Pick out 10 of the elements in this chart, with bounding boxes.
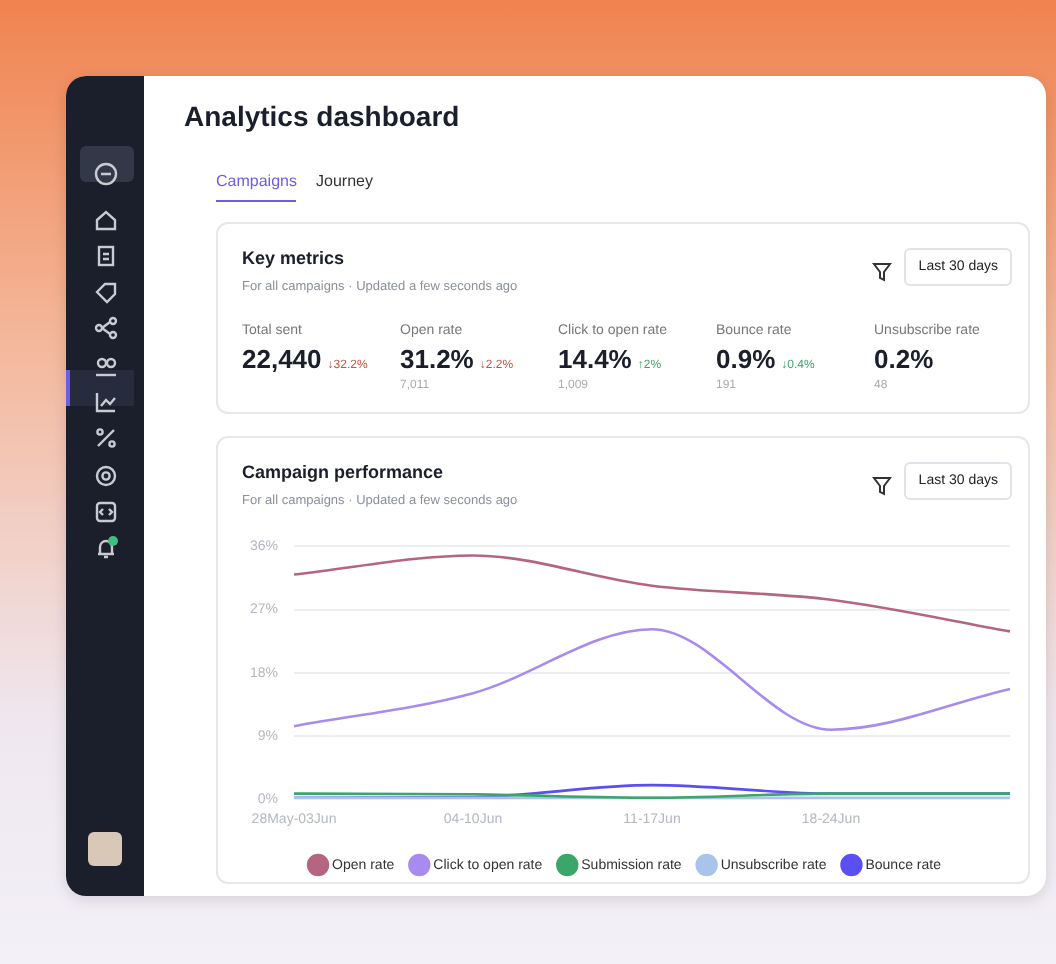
text: Key metrics — [242, 248, 345, 268]
text: Journey — [316, 172, 373, 190]
text: 0.9% — [716, 344, 776, 374]
text: Analytics dashboard — [184, 100, 460, 132]
text: 0.2% — [874, 344, 934, 374]
chart-title: Campaign performance — [242, 462, 444, 482]
text: 14.4% — [558, 344, 632, 374]
text: 22,440 — [242, 344, 322, 374]
text: 31.2% — [400, 344, 474, 374]
text: Campaigns — [216, 172, 297, 202]
